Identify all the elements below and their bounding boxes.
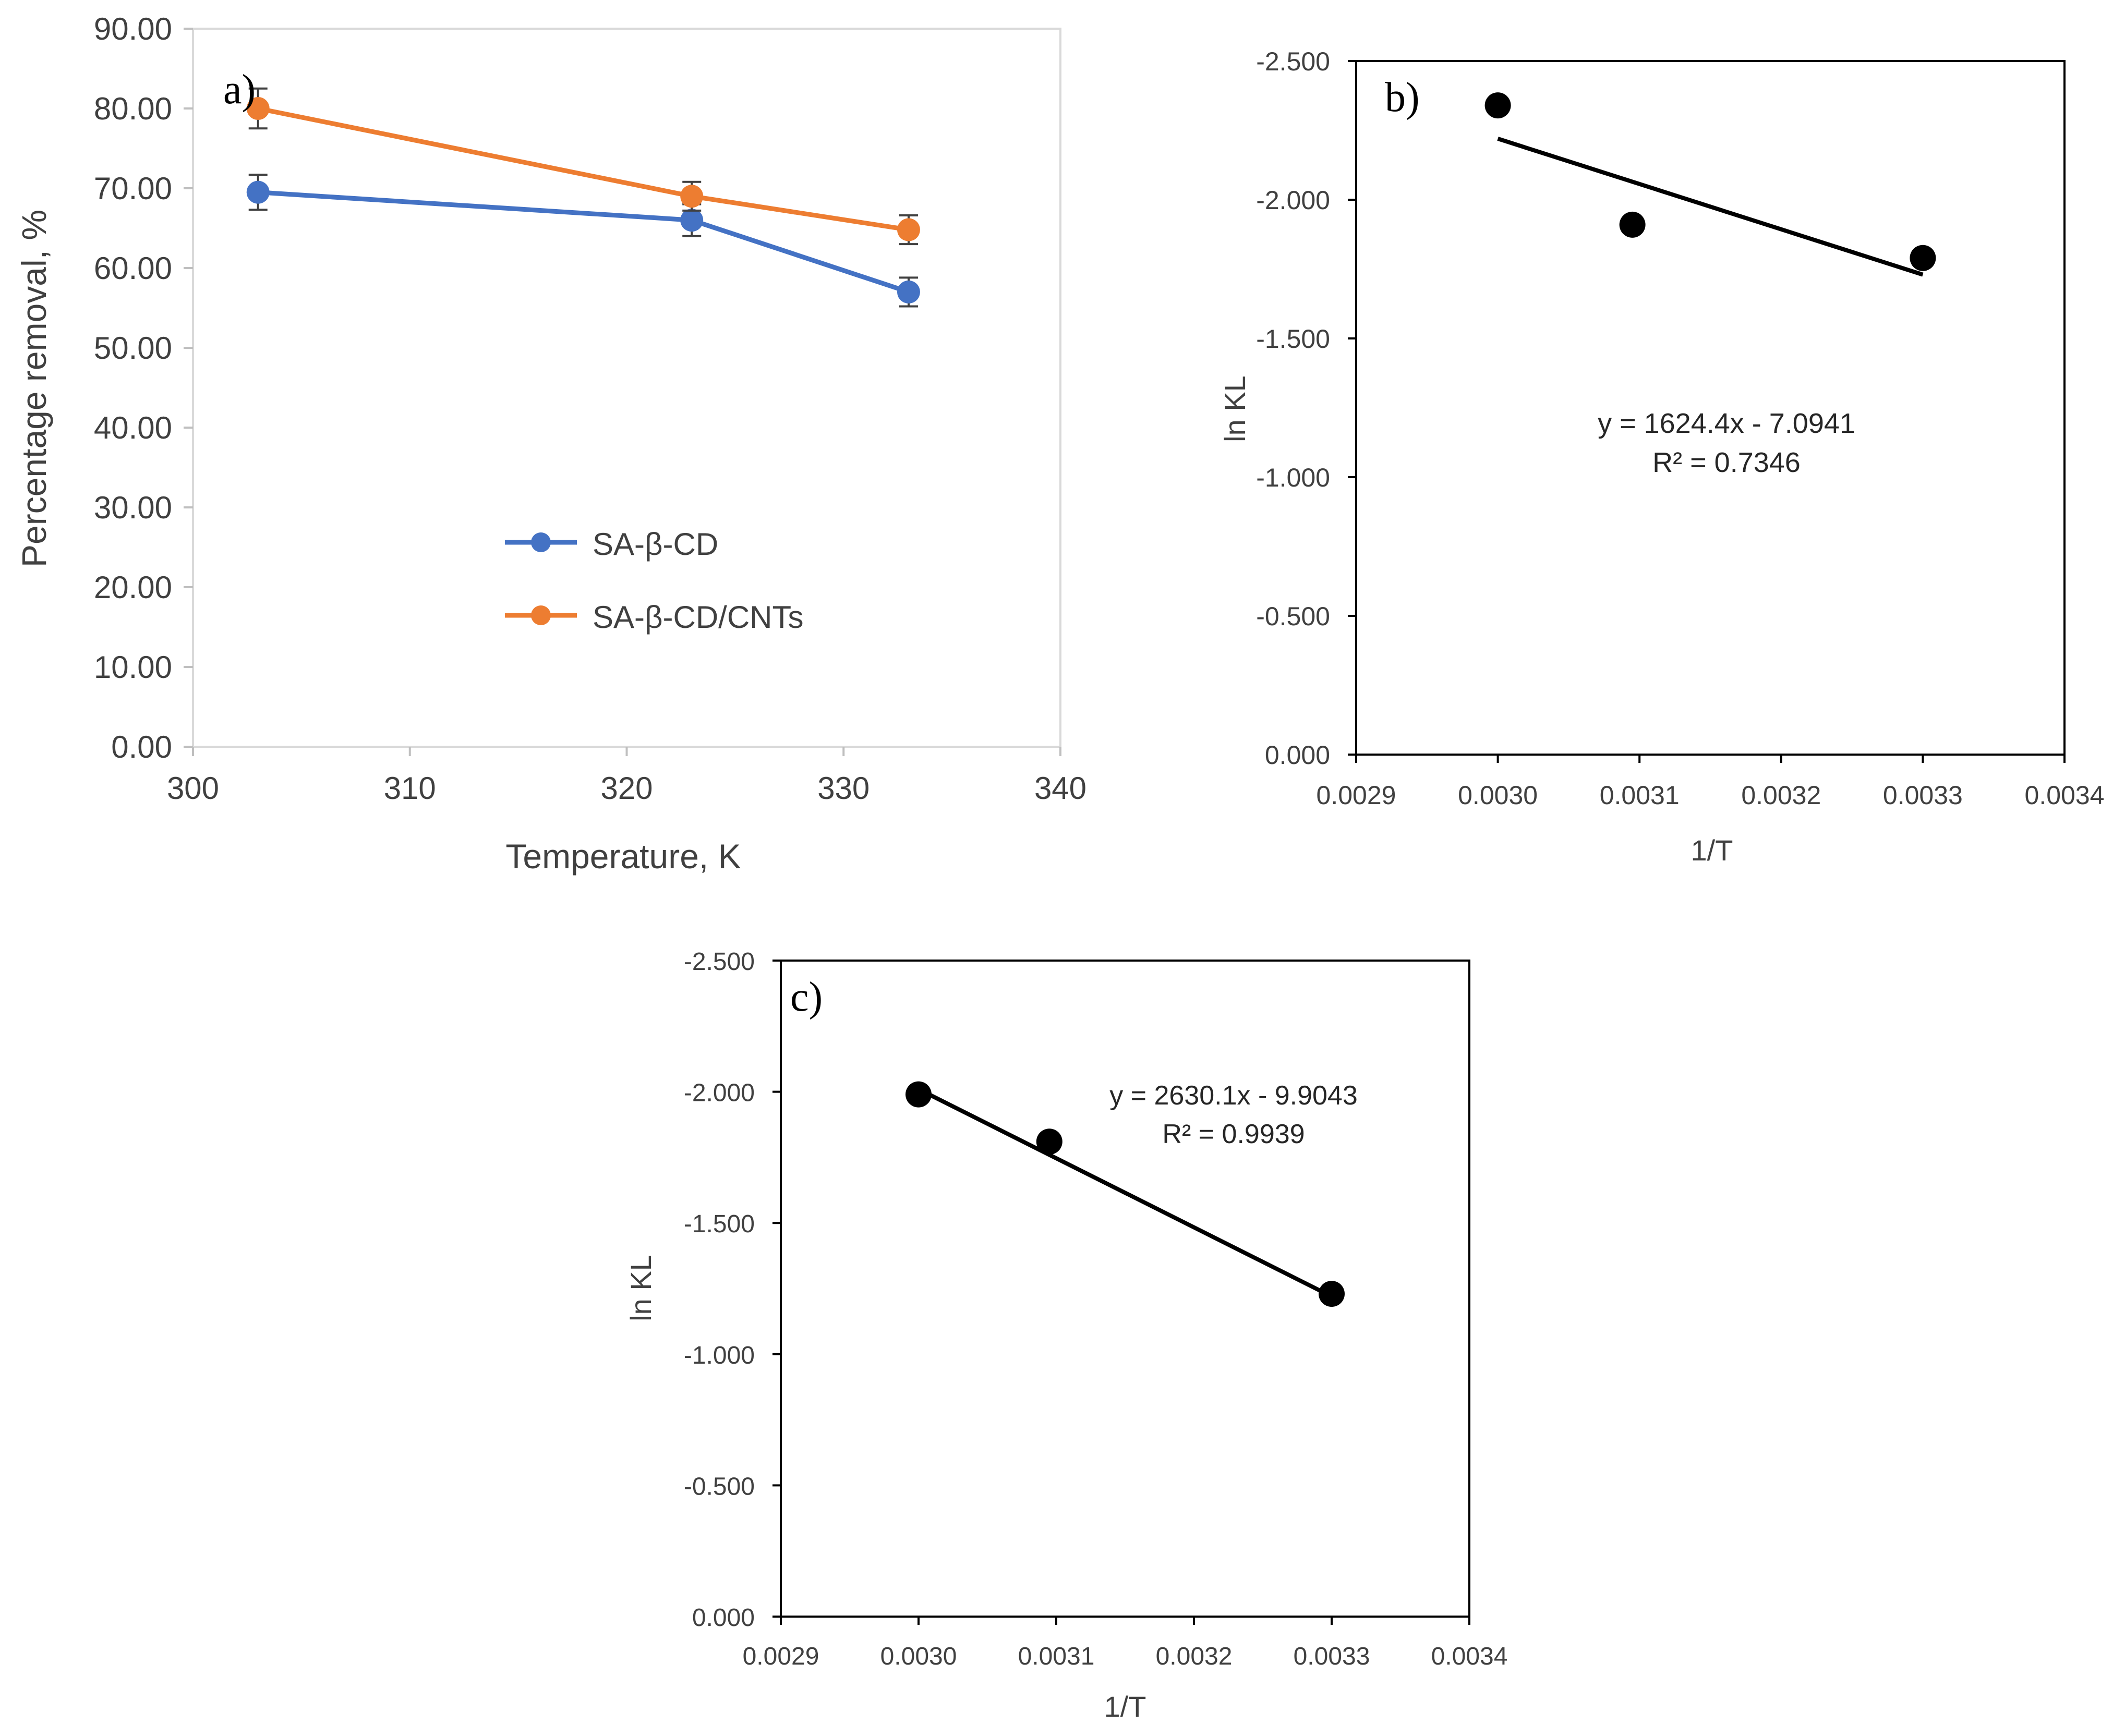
panel-a-y-axis-title: Percentage removal, % — [15, 210, 53, 567]
panel-b-data-point — [1619, 211, 1646, 238]
panel-b-x-axis-title: 1/T — [1691, 834, 1733, 867]
legend-label-sa-b-cd: SA-β-CD — [593, 527, 718, 562]
panel-c-r-squared: R² = 0.9939 — [1162, 1119, 1305, 1149]
panel-a-y-ticks: 0.00 10.00 20.00 30.00 40.00 50.00 60.00 70.00 8… — [94, 11, 193, 764]
panel-b-y-ticks: 0.000 -0.500 -1.000 -1.500 -2.000 -2.500 — [1256, 47, 1356, 770]
panel-c-plot-area — [780, 960, 1470, 1618]
panel-a-series — [246, 87, 920, 308]
legend-marker-sa-b-cd — [531, 532, 551, 552]
panel-b-x-tick-label: 0.0034 — [2025, 781, 2105, 810]
data-point-sa-cd — [897, 280, 920, 304]
panel-a-x-tick-label: 300 — [167, 771, 219, 806]
panel-c-data-point — [905, 1081, 932, 1108]
data-point-sa-cd-cnts — [897, 218, 920, 241]
panel-b-data-point — [1910, 245, 1936, 271]
panel-b-data-point — [1484, 92, 1511, 119]
panel-b-x-tick-label: 0.0029 — [1317, 781, 1396, 810]
panel-b-y-tick-label: 0.000 — [1265, 740, 1330, 770]
panel-b-label: b) — [1385, 75, 1420, 120]
panel-a-x-tick-label: 310 — [384, 771, 436, 806]
panel-a-x-tick-label: 330 — [817, 771, 870, 806]
panel-a-y-tick-label: 20.00 — [94, 570, 172, 605]
panel-c-y-tick-label: -1.500 — [684, 1210, 755, 1238]
panel-a-chart: 0.00 10.00 20.00 30.00 40.00 50.00 60.00 70.00 8… — [15, 11, 1086, 876]
panel-c-y-tick-label: -2.500 — [684, 948, 755, 976]
panel-a-y-tick-label: 40.00 — [94, 410, 172, 445]
panel-c-y-tick-label: 0.000 — [692, 1604, 755, 1632]
panel-b-y-tick-label: -1.000 — [1256, 463, 1330, 492]
panel-a-y-tick-label: 50.00 — [94, 331, 172, 366]
panel-c-x-axis-title: 1/T — [1104, 1690, 1146, 1723]
panel-b-y-axis-title: ln KL — [1218, 375, 1251, 442]
panel-b-x-tick-label: 0.0033 — [1883, 781, 1963, 810]
panel-c-label: c) — [790, 974, 823, 1020]
panel-b-chart: 0.000 -0.500 -1.000 -1.500 -2.000 -2.500 0.00… — [1218, 47, 2104, 867]
panel-b-y-tick-label: -0.500 — [1256, 602, 1330, 631]
panel-b-plot-area — [1355, 60, 2066, 756]
panel-c-y-tick-label: -2.000 — [684, 1079, 755, 1107]
panel-b-x-ticks: 0.0029 0.0030 0.0031 0.0032 0.0033 0.0034 — [1317, 755, 2105, 810]
panel-a-y-tick-label: 90.00 — [94, 11, 172, 46]
panel-b-y-tick-label: -2.500 — [1256, 47, 1330, 76]
panel-b-x-tick-label: 0.0032 — [1741, 781, 1821, 810]
data-point-sa-cd-cnts — [680, 185, 704, 208]
panel-b-trendline — [1497, 137, 1924, 277]
panel-a-y-tick-label: 10.00 — [94, 650, 172, 685]
panel-c-x-tick-label: 0.0030 — [880, 1643, 957, 1670]
panel-a-y-tick-label: 60.00 — [94, 251, 172, 286]
panel-a-x-ticks: 300 310 320 330 340 — [167, 747, 1086, 806]
panel-b-equation: y = 1624.4x - 7.0941 — [1598, 408, 1855, 439]
panel-c-x-ticks: 0.0029 0.0030 0.0031 0.0032 0.0033 0.0034 — [743, 1617, 1508, 1670]
panel-c-chart: 0.000 -0.500 -1.000 -1.500 -2.000 -2.500 0.00… — [624, 948, 1507, 1723]
panel-b-x-tick-label: 0.0030 — [1458, 781, 1538, 810]
panel-c-x-tick-label: 0.0033 — [1294, 1643, 1370, 1670]
panel-c-x-tick-label: 0.0029 — [743, 1643, 819, 1670]
panel-a-label: a) — [223, 67, 256, 113]
panel-a-x-tick-label: 320 — [600, 771, 653, 806]
panel-b-y-tick-label: -2.000 — [1256, 186, 1330, 215]
panel-c-trendline — [917, 1087, 1333, 1298]
panel-c-y-ticks: 0.000 -0.500 -1.000 -1.500 -2.000 -2.500 — [684, 948, 781, 1632]
panel-c-y-tick-label: -0.500 — [684, 1473, 755, 1500]
panel-c-data-point — [1319, 1281, 1345, 1307]
panel-b-y-tick-label: -1.500 — [1256, 324, 1330, 354]
panel-a-x-tick-label: 340 — [1034, 771, 1086, 806]
panel-b-x-tick-label: 0.0031 — [1600, 781, 1680, 810]
panel-a-x-axis-title: Temperature, K — [505, 837, 741, 876]
panel-a-y-tick-label: 30.00 — [94, 490, 172, 525]
panel-c-x-tick-label: 0.0032 — [1156, 1643, 1233, 1670]
panel-b-r-squared: R² = 0.7346 — [1652, 447, 1801, 478]
legend-label-sa-b-cd-cnts: SA-β-CD/CNTs — [593, 600, 804, 635]
panel-b-marks — [1484, 92, 1936, 277]
panel-a-y-tick-label: 70.00 — [94, 171, 172, 206]
panel-c-marks — [905, 1081, 1345, 1307]
panel-a-legend: SA-β-CD SA-β-CD/CNTs — [505, 527, 804, 635]
data-point-sa-cd — [246, 180, 270, 204]
panel-c-y-tick-label: -1.000 — [684, 1342, 755, 1369]
panel-a-y-tick-label: 80.00 — [94, 91, 172, 126]
panel-c-y-axis-title: ln KL — [624, 1255, 657, 1321]
panel-a-plot-area — [192, 28, 1061, 748]
panel-c-data-point — [1036, 1128, 1062, 1155]
panel-c-x-tick-label: 0.0034 — [1431, 1643, 1508, 1670]
data-point-sa-cd — [680, 209, 704, 232]
panel-a-y-tick-label: 0.00 — [111, 730, 172, 764]
legend-marker-sa-b-cd-cnts — [531, 605, 551, 625]
data-point-sa-cd-cnts — [246, 97, 270, 120]
panel-c-x-tick-label: 0.0031 — [1018, 1643, 1095, 1670]
panel-c-equation: y = 2630.1x - 9.9043 — [1109, 1081, 1358, 1111]
